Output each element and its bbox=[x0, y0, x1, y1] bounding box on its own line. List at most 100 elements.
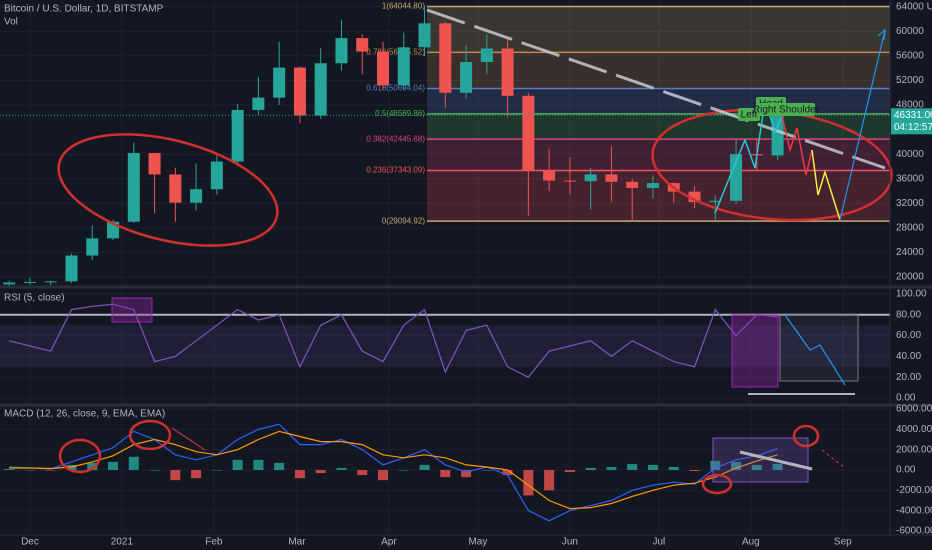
macd-histogram bbox=[128, 456, 139, 470]
zigzag bbox=[811, 149, 841, 221]
y-tick-label: 40000 bbox=[896, 149, 924, 160]
arrow bbox=[839, 29, 886, 221]
macd-histogram bbox=[4, 468, 15, 470]
candle-body bbox=[148, 152, 161, 175]
macd-histogram bbox=[294, 470, 305, 479]
arrow bbox=[784, 314, 846, 386]
y-tick-label: 32000 bbox=[896, 198, 924, 209]
fib-label: 0(29094.92) bbox=[382, 216, 425, 225]
arrow bbox=[171, 427, 206, 451]
y-tick-label: 36000 bbox=[896, 173, 924, 184]
candle-body bbox=[709, 200, 722, 203]
marks bbox=[0, 6, 890, 522]
y-tick-label: -2000.00 bbox=[896, 485, 932, 496]
candle-body bbox=[480, 48, 493, 63]
candle-body bbox=[460, 62, 473, 93]
macd-histogram bbox=[772, 463, 783, 470]
fib-label: 0.5(46569.86) bbox=[375, 109, 425, 118]
y-tick-label: 60.00 bbox=[896, 330, 921, 341]
candle-body bbox=[771, 115, 784, 156]
macd-histogram bbox=[253, 459, 264, 470]
x-tick-label: Dec bbox=[21, 537, 39, 548]
y-tick-label: 20.00 bbox=[896, 372, 921, 383]
label-box bbox=[757, 103, 815, 116]
y-tick-label: 64000 USD bbox=[896, 1, 932, 12]
fib-band bbox=[427, 170, 890, 222]
macd-title: MACD (12, 26, close, 9, EMA, EMA) bbox=[4, 409, 165, 420]
rsi-box bbox=[731, 314, 779, 388]
x-tick-label: 2021 bbox=[111, 537, 134, 548]
macd-histogram bbox=[170, 470, 181, 481]
candle-body bbox=[86, 238, 99, 256]
arrow bbox=[821, 449, 846, 469]
last-price-box bbox=[891, 108, 932, 135]
candle-body bbox=[501, 48, 514, 96]
y-tick-label: -6000.00 bbox=[896, 526, 932, 537]
macd-histogram bbox=[731, 461, 742, 470]
fib-label: 0.786(56565.52) bbox=[366, 48, 425, 57]
zigzag bbox=[781, 115, 813, 176]
fib-label: 1(64044.80) bbox=[382, 2, 425, 11]
fib-label: 0.382(42445.68) bbox=[366, 134, 425, 143]
candle-body bbox=[626, 181, 639, 188]
candle-body bbox=[397, 47, 410, 86]
candle-body bbox=[23, 281, 36, 283]
macd-line bbox=[9, 423, 778, 522]
macd-histogram bbox=[87, 462, 98, 470]
y-tick-label: 52000 bbox=[896, 75, 924, 86]
candle-body bbox=[210, 161, 223, 190]
candle-body bbox=[273, 67, 286, 98]
macd-histogram bbox=[647, 464, 658, 470]
line bbox=[739, 450, 813, 471]
signal-line bbox=[9, 430, 778, 510]
macd-histogram bbox=[211, 470, 222, 471]
macd-histogram bbox=[274, 462, 285, 470]
drawings bbox=[57, 8, 893, 495]
y-tick-label: 20000 bbox=[896, 272, 924, 283]
circle bbox=[792, 424, 820, 448]
fib-label: 0.236(37343.09) bbox=[366, 166, 425, 175]
macd-histogram bbox=[45, 470, 56, 471]
macd-histogram bbox=[751, 464, 762, 470]
candle-body bbox=[231, 109, 244, 162]
rsi-line bbox=[9, 303, 778, 378]
candle-body bbox=[418, 23, 431, 48]
candle-body bbox=[169, 174, 182, 203]
annotation: Head Left Right Shoulder bbox=[738, 97, 820, 121]
y-tick-label: 100.00 bbox=[896, 289, 927, 300]
ellipse bbox=[57, 133, 279, 247]
x-tick-label: Mar bbox=[288, 537, 306, 548]
y-tick-label: 40.00 bbox=[896, 351, 921, 362]
arrow-head bbox=[877, 28, 886, 41]
macd-histogram bbox=[502, 470, 513, 476]
candle-body bbox=[439, 23, 452, 93]
macd-histogram bbox=[523, 470, 534, 496]
macd-histogram bbox=[357, 470, 368, 476]
x-tick-label: Jun bbox=[562, 537, 578, 548]
macd-histogram bbox=[419, 464, 430, 470]
candle-body bbox=[127, 152, 140, 222]
x-tick-label: Aug bbox=[742, 537, 760, 548]
candle-body bbox=[522, 95, 535, 171]
candle-body bbox=[376, 51, 389, 86]
y-tick-label: 6000.00 bbox=[896, 404, 932, 415]
y-tick-label: 56000 bbox=[896, 51, 924, 62]
macd-histogram bbox=[108, 461, 119, 470]
countdown: 04:12:57 bbox=[894, 122, 932, 133]
macd-histogram bbox=[689, 470, 700, 472]
candle-body bbox=[543, 170, 556, 181]
y-tick-label: 24000 bbox=[896, 247, 924, 258]
candle-body bbox=[44, 281, 57, 283]
chart-title: Bitcoin / U.S. Dollar, 1D, BITSTAMP bbox=[4, 4, 164, 15]
candle-body bbox=[730, 154, 743, 201]
y-tick-label: -4000.00 bbox=[896, 505, 932, 516]
macd-histogram bbox=[710, 460, 721, 470]
y-tick-label: 0.00 bbox=[896, 393, 916, 404]
candle-body bbox=[293, 67, 306, 116]
fib-band bbox=[427, 113, 890, 140]
candle-body bbox=[252, 97, 265, 110]
y-tick-label: 2000.00 bbox=[896, 444, 932, 455]
fib-band bbox=[427, 88, 890, 114]
macd-histogram bbox=[191, 470, 202, 479]
